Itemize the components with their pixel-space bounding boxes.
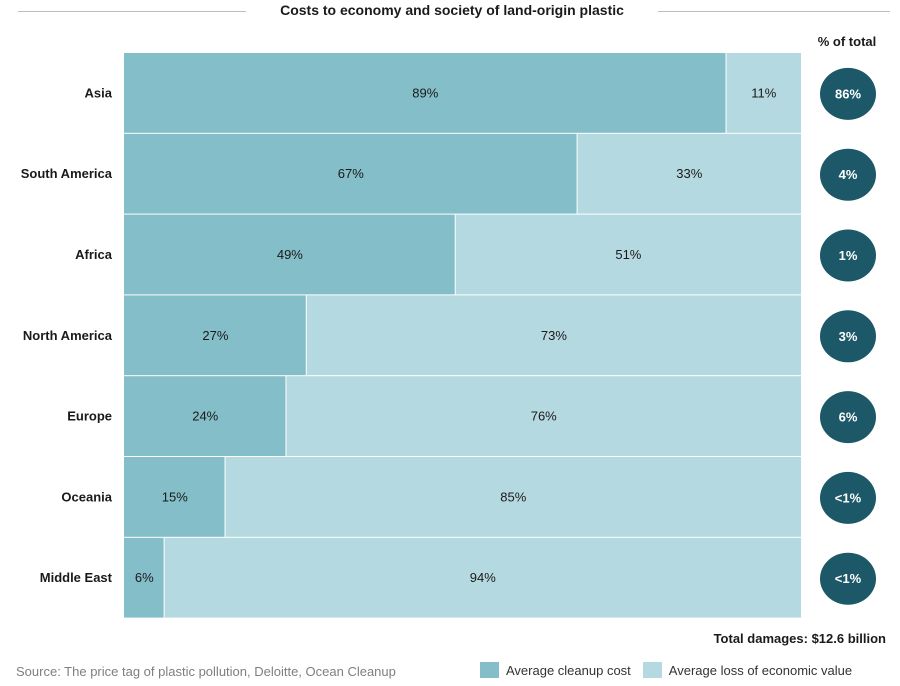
share-label-oceania: <1%: [835, 490, 862, 505]
bar-north-america-average-cleanup-cost: [124, 295, 306, 376]
data-label-oceania-average-cleanup-cost: 15%: [162, 489, 188, 504]
category-label-africa: Africa: [75, 247, 113, 262]
data-label-north-america-average-cleanup-cost: 27%: [202, 328, 228, 343]
bar-south-america-average-loss-of-economic-value: [577, 133, 801, 214]
data-label-asia-average-cleanup-cost: 89%: [412, 85, 438, 100]
share-label-middle-east: <1%: [835, 571, 862, 586]
share-label-asia: 86%: [835, 86, 861, 101]
share-label-africa: 1%: [839, 248, 858, 263]
share-bubble-asia: [820, 67, 876, 120]
bar-europe-average-loss-of-economic-value: [286, 376, 802, 456]
category-label-north-america: North America: [23, 328, 113, 343]
bar-north-america-average-loss-of-economic-value: [306, 295, 801, 376]
data-label-asia-average-loss-of-economic-value: 11%: [751, 85, 776, 100]
source-note: Source: The price tag of plastic polluti…: [16, 664, 396, 679]
bar-africa-average-cleanup-cost: [124, 214, 455, 295]
title-bar: Costs to economy and society of land-ori…: [0, 0, 900, 24]
bar-asia-average-loss-of-economic-value: [726, 53, 801, 133]
share-bubble-middle-east: [820, 552, 876, 605]
percent-of-total-header: % of total: [817, 34, 877, 49]
bar-oceania-average-loss-of-economic-value: [225, 457, 802, 537]
chart-title: Costs to economy and society of land-ori…: [280, 2, 624, 18]
data-label-europe-average-cleanup-cost: 24%: [192, 409, 218, 424]
bar-south-america-average-cleanup-cost: [124, 133, 577, 214]
title-rule-left: [18, 11, 246, 12]
share-bubble-south-america: [820, 148, 876, 201]
data-label-south-america-average-loss-of-economic-value: 33%: [676, 166, 702, 181]
data-label-europe-average-loss-of-economic-value: 76%: [531, 409, 557, 424]
legend-item-economic-loss: Average loss of economic value: [642, 662, 853, 678]
category-label-europe: Europe: [67, 409, 112, 424]
legend: Average cleanup cost Average loss of eco…: [480, 662, 864, 678]
data-label-africa-average-cleanup-cost: 49%: [277, 247, 303, 262]
legend-item-cleanup: Average cleanup cost: [480, 662, 631, 678]
bar-oceania-average-cleanup-cost: [124, 457, 225, 537]
data-label-middle-east-average-loss-of-economic-value: 94%: [470, 570, 496, 585]
share-bubble-north-america: [820, 310, 876, 363]
category-label-asia: Asia: [85, 85, 113, 100]
bar-africa-average-loss-of-economic-value: [455, 214, 801, 295]
legend-swatch-economic-loss: [642, 662, 662, 678]
share-bubble-europe: [820, 391, 876, 444]
share-bubble-oceania: [820, 471, 876, 524]
category-label-middle-east: Middle East: [40, 570, 113, 585]
data-label-oceania-average-loss-of-economic-value: 85%: [500, 489, 526, 504]
share-label-north-america: 3%: [839, 329, 858, 344]
category-label-oceania: Oceania: [61, 489, 112, 504]
legend-label-cleanup: Average cleanup cost: [506, 662, 631, 678]
title-rule-right: [658, 11, 890, 12]
share-label-south-america: 4%: [839, 167, 858, 182]
share-bubble-africa: [820, 229, 876, 282]
data-label-north-america-average-loss-of-economic-value: 73%: [541, 328, 567, 343]
data-label-south-america-average-cleanup-cost: 67%: [338, 166, 364, 181]
share-label-europe: 6%: [839, 410, 858, 425]
data-label-middle-east-average-cleanup-cost: 6%: [135, 570, 154, 585]
category-label-south-america: South America: [21, 166, 113, 181]
legend-label-economic-loss: Average loss of economic value: [668, 662, 853, 678]
total-damages: Total damages: $12.6 billion: [713, 631, 886, 646]
bar-europe-average-cleanup-cost: [124, 376, 286, 456]
legend-swatch-cleanup: [480, 662, 499, 678]
bar-middle-east-average-cleanup-cost: [124, 537, 164, 618]
bar-middle-east-average-loss-of-economic-value: [164, 537, 801, 618]
data-label-africa-average-loss-of-economic-value: 51%: [615, 247, 641, 262]
bar-asia-average-cleanup-cost: [124, 53, 726, 133]
